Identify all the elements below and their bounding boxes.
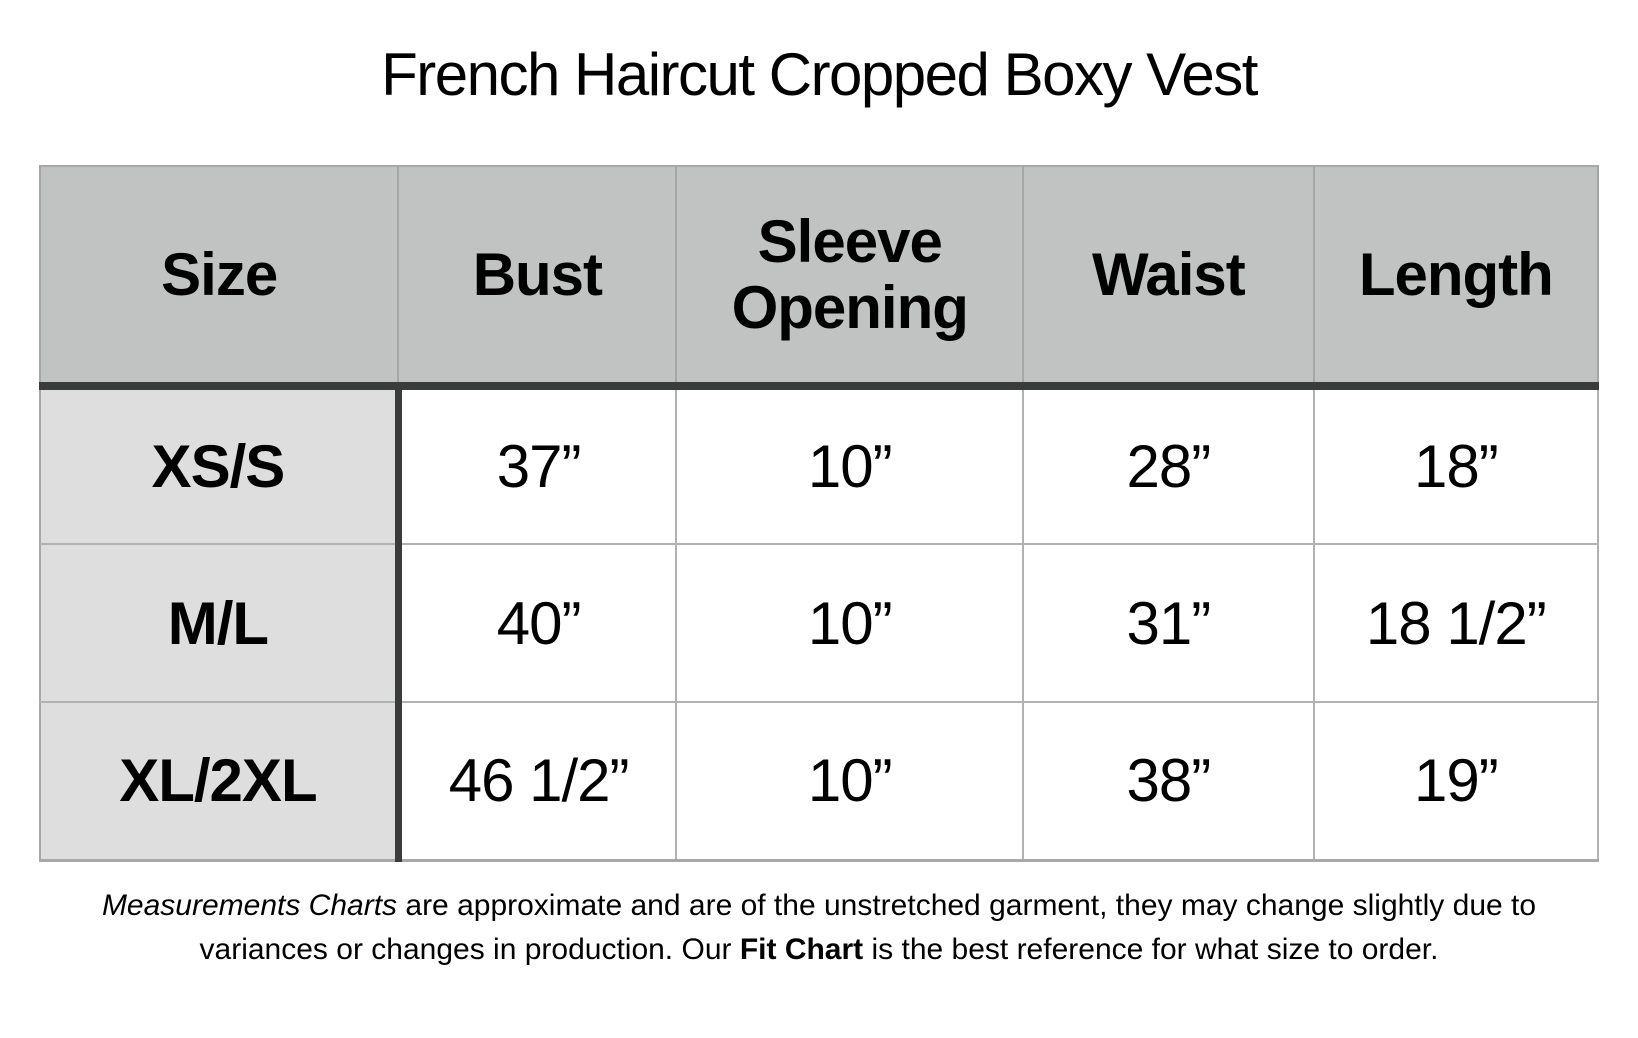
table-body: XS/S 37” 10” 28” 18” M/L 40” 10” 31” 18 … bbox=[40, 385, 1600, 861]
cell-xl-2xl-length: 19” bbox=[1312, 701, 1600, 861]
table-row-xl-2xl: XL/2XL 46 1/2” 10” 38” 19” bbox=[40, 701, 1600, 861]
cell-xs-s-sleeve-opening: 10” bbox=[675, 385, 1025, 545]
table-row-xs-s: XS/S 37” 10” 28” 18” bbox=[40, 385, 1600, 545]
size-chart-table: Size Bust Sleeve Opening Waist Length XS… bbox=[38, 165, 1600, 862]
column-header-length: Length bbox=[1312, 166, 1600, 390]
row-label-xl-2xl: XL/2XL bbox=[40, 702, 402, 861]
row-label-m-l: M/L bbox=[40, 544, 402, 703]
cell-m-l-sleeve-opening: 10” bbox=[675, 543, 1025, 703]
cell-xs-s-waist: 28” bbox=[1022, 385, 1315, 545]
cell-xl-2xl-bust: 46 1/2” bbox=[397, 701, 678, 861]
header-row: Size Bust Sleeve Opening Waist Length bbox=[38, 166, 1600, 390]
cell-m-l-bust: 40” bbox=[397, 543, 678, 703]
column-header-waist: Waist bbox=[1022, 166, 1315, 390]
cell-xs-s-bust: 37” bbox=[397, 385, 678, 545]
table-header: Size Bust Sleeve Opening Waist Length bbox=[38, 166, 1600, 390]
measurement-note: Measurements Charts are approximate and … bbox=[99, 884, 1539, 972]
note-bold-term: Fit Chart bbox=[739, 932, 864, 966]
note-italic-lead: Measurements Charts bbox=[101, 888, 398, 922]
column-header-sleeve-opening: Sleeve Opening bbox=[675, 166, 1025, 390]
row-label-xs-s: XS/S bbox=[40, 386, 402, 545]
page-title: French Haircut Cropped Boxy Vest bbox=[381, 41, 1258, 108]
note-segment-2: is the best reference for what size to o… bbox=[863, 932, 1439, 966]
cell-xl-2xl-waist: 38” bbox=[1022, 701, 1315, 861]
note-segment-1: are approximate and are of the unstretch… bbox=[199, 888, 1537, 966]
cell-xs-s-length: 18” bbox=[1312, 385, 1600, 545]
cell-m-l-length: 18 1/2” bbox=[1312, 543, 1600, 703]
column-header-bust: Bust bbox=[397, 166, 678, 390]
table-row-m-l: M/L 40” 10” 31” 18 1/2” bbox=[40, 543, 1600, 703]
column-header-size: Size bbox=[38, 166, 400, 390]
cell-m-l-waist: 31” bbox=[1022, 543, 1315, 703]
cell-xl-2xl-sleeve-opening: 10” bbox=[675, 701, 1025, 861]
